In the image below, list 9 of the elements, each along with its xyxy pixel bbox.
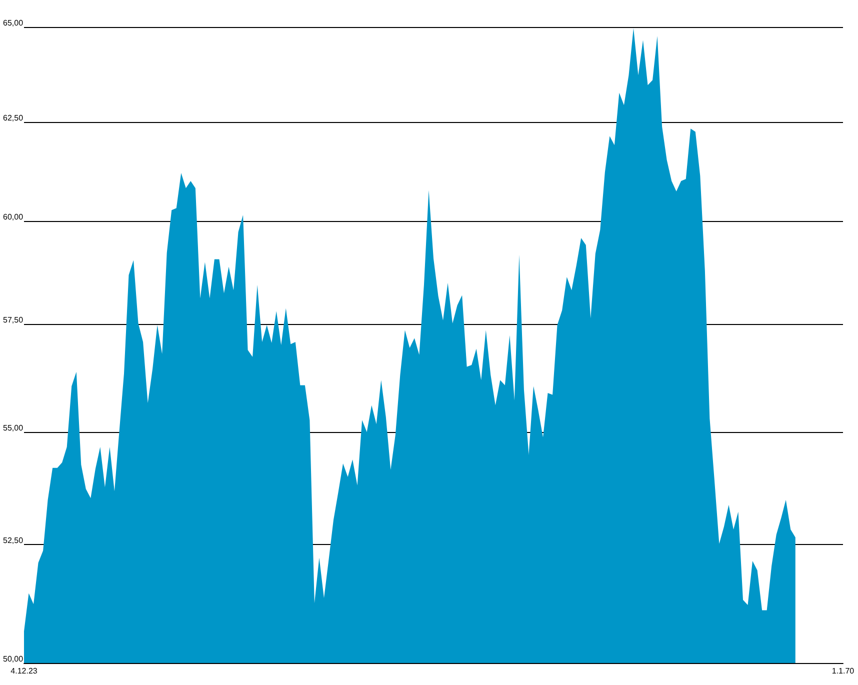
y-tick-label: 62,50 xyxy=(3,114,24,123)
y-tick-label: 55,00 xyxy=(3,423,24,432)
y-tick-label: 52,50 xyxy=(3,536,24,546)
x-tick-label: 1.1.70 xyxy=(832,666,855,676)
y-tick-label: 57,50 xyxy=(3,316,24,325)
y-tick-label: 65,00 xyxy=(3,18,24,28)
y-tick-label: 50,00 xyxy=(3,654,24,664)
y-tick-label: 60,00 xyxy=(3,212,24,222)
x-tick-label: 4.12.23 xyxy=(10,666,38,676)
